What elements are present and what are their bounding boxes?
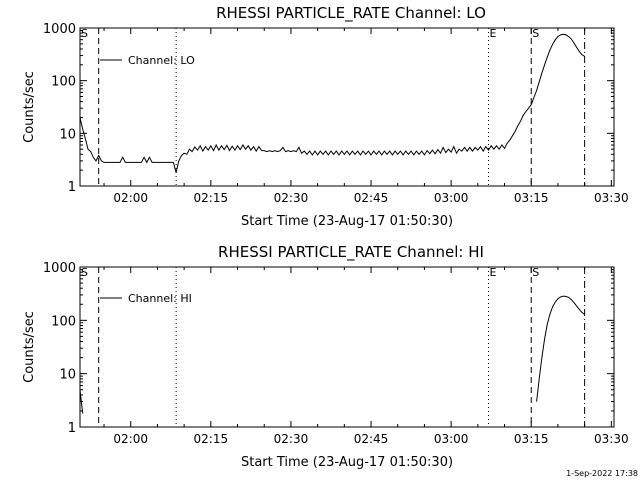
- x-tick-label: 02:00: [113, 432, 148, 446]
- event-marker-label: S: [81, 27, 88, 40]
- event-marker-label: S: [81, 266, 88, 279]
- event-marker-label: E: [490, 27, 497, 40]
- x-tick-label: 02:30: [274, 432, 309, 446]
- x-axis-label: Start Time (23-Aug-17 01:50:30): [241, 214, 453, 229]
- x-tick-label: 03:15: [514, 191, 549, 205]
- y-tick-label: 1: [68, 180, 76, 195]
- event-marker-label: S: [532, 266, 539, 279]
- y-tick-label: 100: [51, 314, 76, 329]
- y-tick-label: 1: [68, 421, 76, 436]
- x-tick-label: 02:15: [194, 432, 229, 446]
- series-line: [536, 295, 585, 402]
- x-tick-label: 03:00: [434, 191, 469, 205]
- legend-label: Channel: HI: [128, 292, 192, 305]
- event-marker-label: E: [490, 266, 497, 279]
- series-line: [79, 33, 585, 173]
- x-tick-label: 02:45: [354, 191, 389, 205]
- chart-title: RHESSI PARTICLE_RATE Channel: HI: [218, 243, 484, 262]
- y-tick-label: 1000: [43, 22, 76, 37]
- y-axis-label: Counts/sec: [22, 71, 37, 143]
- y-axis-label: Counts/sec: [22, 311, 37, 383]
- x-tick-label: 02:00: [113, 191, 148, 205]
- y-tick-label: 10: [59, 127, 76, 142]
- x-axis-label: Start Time (23-Aug-17 01:50:30): [241, 455, 453, 470]
- x-tick-label: 03:15: [514, 432, 549, 446]
- series-line: [79, 389, 84, 414]
- x-tick-label: 03:00: [434, 432, 469, 446]
- plot-frame: [79, 266, 615, 428]
- panel-hi: RHESSI PARTICLE_RATE Channel: HI Start T…: [22, 243, 629, 470]
- x-tick-label: 03:30: [594, 432, 629, 446]
- event-marker-label: S: [532, 27, 539, 40]
- chart-title: RHESSI PARTICLE_RATE Channel: LO: [216, 4, 486, 23]
- legend-label: Channel: LO: [128, 54, 195, 67]
- x-tick-label: 03:30: [594, 191, 629, 205]
- footer-timestamp: 1-Sep-2022 17:38: [566, 469, 638, 478]
- plot-frame: [79, 27, 615, 187]
- x-tick-label: 02:30: [274, 191, 309, 205]
- x-tick-label: 02:15: [194, 191, 229, 205]
- y-tick-label: 1000: [43, 261, 76, 276]
- x-tick-label: 02:45: [354, 432, 389, 446]
- panel-lo: RHESSI PARTICLE_RATE Channel: LO Start T…: [22, 4, 629, 229]
- y-tick-label: 100: [51, 75, 76, 90]
- y-tick-label: 10: [59, 368, 76, 383]
